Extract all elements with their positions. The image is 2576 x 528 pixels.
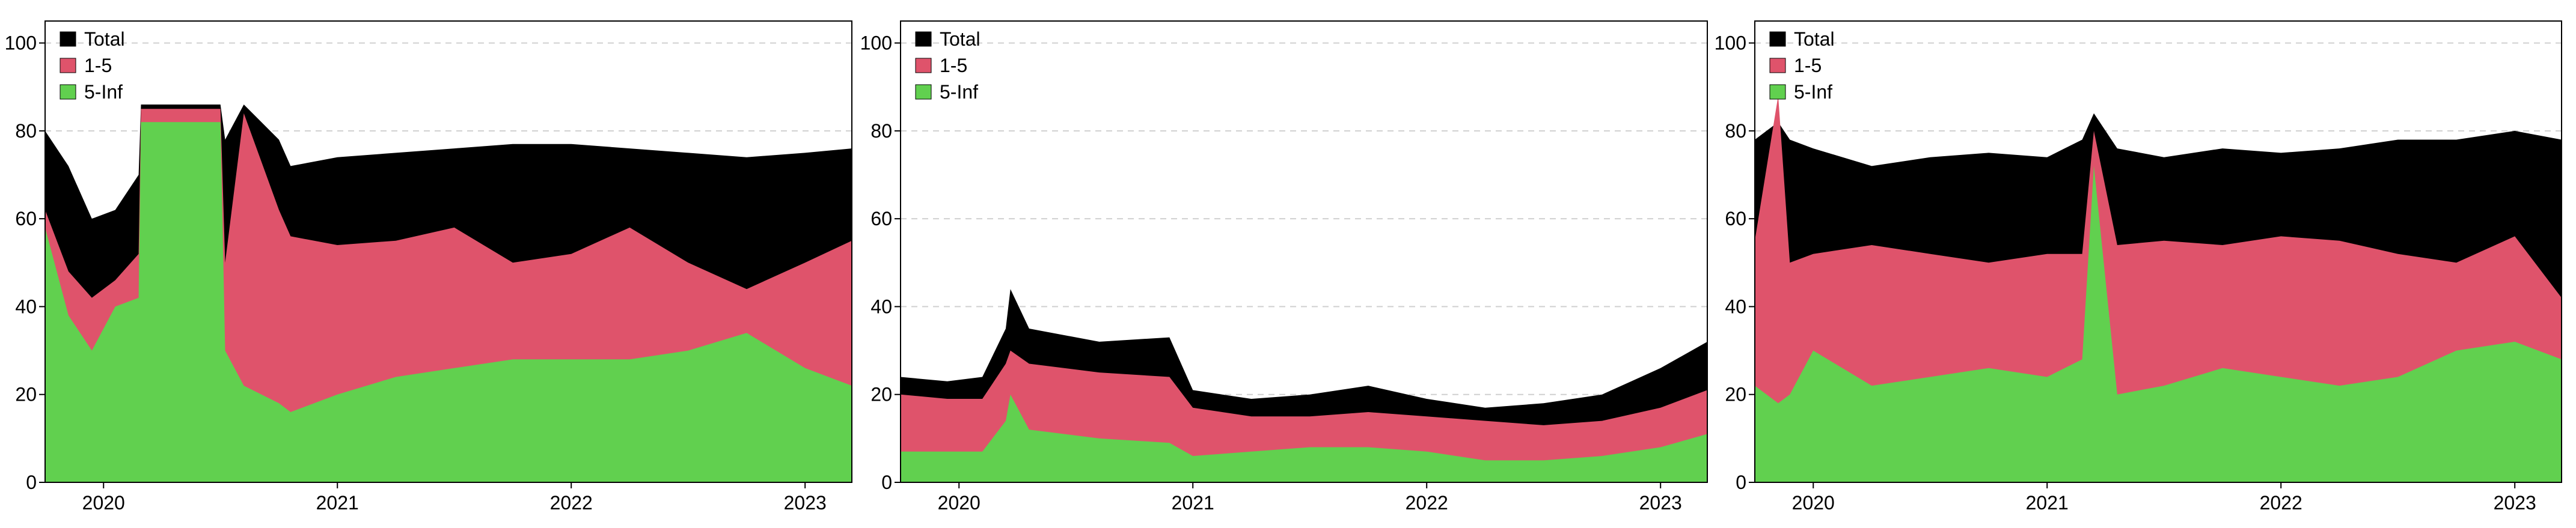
x-tick-label: 2021: [2026, 492, 2069, 514]
legend-label-one-to-five: 1-5: [940, 55, 967, 76]
legend-swatch-one-to-five: [1769, 58, 1786, 73]
y-tick-label: 20: [1725, 384, 1746, 405]
plot-frame: [1754, 20, 2562, 483]
y-tick-label: 20: [870, 384, 892, 405]
x-tick-label: 2022: [2260, 492, 2302, 514]
legend-label-five-inf: 5-Inf: [1794, 81, 1832, 103]
chart-panel-1: 0 20 40 60 80 100 2020 2021 2022 2023 Total 1-5 5-In…: [5, 20, 852, 514]
y-tick-label: 60: [15, 208, 37, 229]
y-tick-label: 80: [15, 120, 37, 142]
legend-label-five-inf: 5-Inf: [84, 81, 123, 103]
y-tick-label: 60: [1725, 208, 1746, 229]
y-tick-label: 80: [870, 120, 892, 142]
x-tick-label: 2023: [784, 492, 827, 514]
y-tick-label: 60: [870, 208, 892, 229]
legend-label-total: Total: [1794, 28, 1835, 50]
chart-panel-3: 0 20 40 60 80 100 2020 2021 2022 2023 Total 1-5 5-In…: [1715, 20, 2562, 514]
y-tick-label: 100: [1715, 32, 1746, 54]
y-tick-label: 80: [1725, 120, 1746, 142]
y-tick-label: 40: [1725, 296, 1746, 317]
legend-swatch-total: [915, 31, 932, 47]
legend-label-total: Total: [940, 28, 981, 50]
y-tick-label: 0: [881, 472, 892, 493]
legend-swatch-total: [60, 31, 76, 47]
legend-label-total: Total: [84, 28, 125, 50]
chart-panel-2: 0 20 40 60 80 100 2020 2021 2022 2023 Total 1-5 5-In…: [860, 20, 1708, 514]
plot-frame: [44, 20, 852, 483]
legend-swatch-five-inf: [60, 84, 76, 100]
x-tick-label: 2022: [550, 492, 593, 514]
legend-label-one-to-five: 1-5: [1794, 55, 1822, 76]
legend-label-five-inf: 5-Inf: [940, 81, 978, 103]
y-tick-label: 0: [1736, 472, 1746, 493]
legend-swatch-five-inf: [915, 84, 932, 100]
x-tick-label: 2023: [1639, 492, 1682, 514]
area-series-five-inf: [901, 394, 1707, 482]
y-tick-label: 40: [870, 296, 892, 317]
x-tick-label: 2020: [938, 492, 981, 514]
legend-swatch-total: [1769, 31, 1786, 47]
x-tick-label: 2023: [2494, 492, 2536, 514]
y-tick-label: 20: [15, 384, 37, 405]
legend-swatch-five-inf: [1769, 84, 1786, 100]
y-tick-label: 100: [5, 32, 37, 54]
legend-swatch-one-to-five: [60, 58, 76, 73]
x-tick-label: 2020: [1792, 492, 1835, 514]
y-tick-label: 40: [15, 296, 37, 317]
x-tick-label: 2021: [316, 492, 359, 514]
x-tick-label: 2021: [1172, 492, 1214, 514]
plot-frame: [900, 20, 1708, 483]
area-series-five-inf: [1755, 166, 2562, 482]
x-tick-label: 2020: [82, 492, 125, 514]
y-tick-label: 100: [860, 32, 892, 54]
y-tick-label: 0: [26, 472, 37, 493]
area-series-five-inf: [45, 122, 852, 482]
legend-label-one-to-five: 1-5: [84, 55, 112, 76]
x-tick-label: 2022: [1406, 492, 1448, 514]
legend-swatch-one-to-five: [915, 58, 932, 73]
